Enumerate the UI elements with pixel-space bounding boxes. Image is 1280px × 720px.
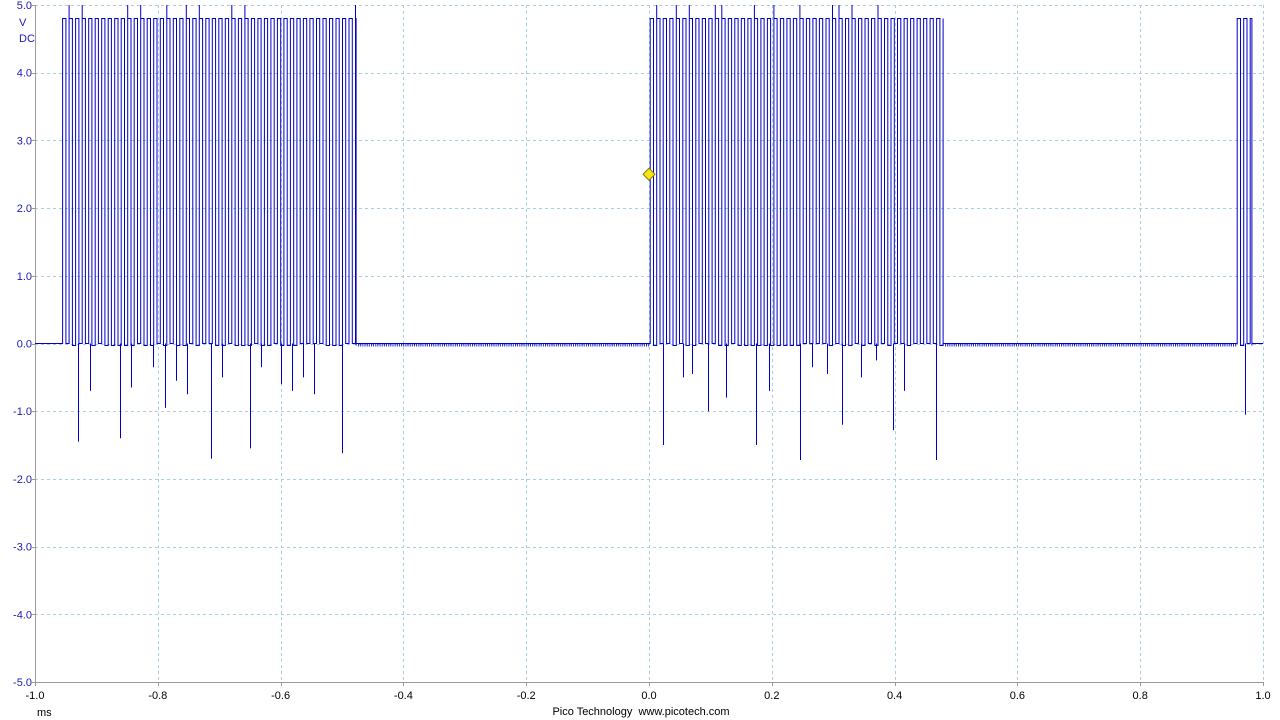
- y-tick-label: 5.0: [17, 0, 32, 12]
- x-tick-label: -1.0: [26, 690, 45, 702]
- trigger-marker[interactable]: [642, 167, 656, 181]
- y-tick-label: 4.0: [17, 68, 32, 80]
- x-tick-label: -0.6: [271, 690, 290, 702]
- x-tick-label: 0.6: [1010, 690, 1025, 702]
- y-unit-label: V: [19, 17, 27, 29]
- y-tick-label: -2.0: [13, 474, 32, 486]
- y-tick-label: 1.0: [17, 271, 32, 283]
- footer-brand: Pico Technology www.picotech.com: [552, 706, 729, 718]
- x-tick-label: -0.4: [394, 690, 413, 702]
- x-tick-label: 1.0: [1255, 690, 1270, 702]
- y-tick-label: 0.0: [17, 339, 32, 351]
- undershoot-spikes: [78, 343, 1246, 460]
- signal-waveform: [35, 5, 1263, 346]
- x-unit-label: ms: [37, 707, 52, 719]
- y-tick-label: -4.0: [13, 609, 32, 621]
- x-tick-label: 0.2: [764, 690, 779, 702]
- x-tick-label: 0.8: [1133, 690, 1148, 702]
- y-tick-label: -5.0: [13, 677, 32, 689]
- x-tick-label: 0.0: [641, 690, 656, 702]
- coupling-label: DC: [19, 33, 35, 45]
- idle-noise: [358, 343, 1237, 347]
- x-tick-label: 0.4: [887, 690, 902, 702]
- y-tick-label: -3.0: [13, 542, 32, 554]
- x-tick-label: -0.8: [148, 690, 167, 702]
- x-tick-labels: -1.0 -0.8 -0.6 -0.4 -0.2 0.0 0.2 0.4 0.6 0.8 1.0: [26, 682, 1271, 702]
- signal-trace: [35, 5, 1263, 347]
- y-tick-label: -1.0: [13, 406, 32, 418]
- y-tick-label: 2.0: [17, 203, 32, 215]
- y-tick-label: 3.0: [17, 135, 32, 147]
- y-tick-labels: 5.0 4.0 3.0 2.0 1.0 0.0 -1.0 -2.0 -3.0 -4.0 -5.0: [13, 0, 35, 689]
- x-tick-label: -0.2: [517, 690, 536, 702]
